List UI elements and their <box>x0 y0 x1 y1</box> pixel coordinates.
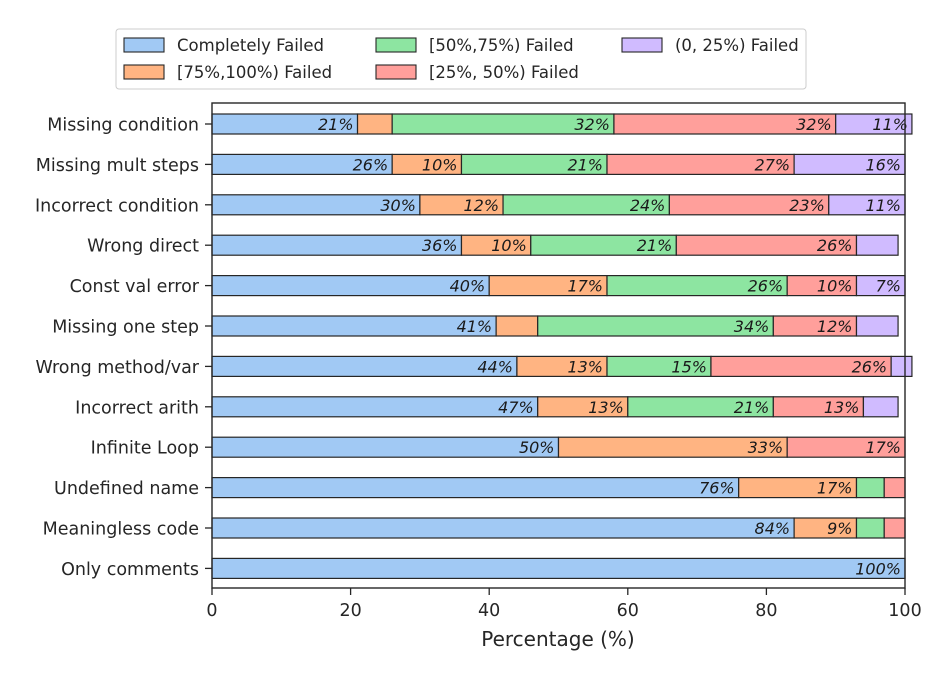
legend-label: [50%,75%) Failed <box>429 36 574 55</box>
data-label: 44% <box>477 357 513 376</box>
bar-segment <box>211 557 906 580</box>
y-tick-label: Incorrect arith <box>75 398 199 418</box>
bar-segment <box>855 315 899 337</box>
data-label: 21% <box>637 236 673 255</box>
data-label: 17% <box>567 277 603 296</box>
data-label: 76% <box>699 479 735 498</box>
data-label: 41% <box>457 317 493 336</box>
bar-segment <box>211 436 560 458</box>
data-label: 40% <box>450 277 486 296</box>
data-label: 30% <box>380 196 416 215</box>
data-label: 7% <box>876 277 901 296</box>
data-label: 15% <box>671 357 707 376</box>
bars-layer <box>211 113 913 580</box>
data-label: 23% <box>789 196 825 215</box>
y-tick-label: Missing mult steps <box>36 156 199 176</box>
data-label: 13% <box>588 398 624 417</box>
x-tick-label: 20 <box>339 601 361 621</box>
bar-segment <box>356 113 393 135</box>
bar-segment <box>883 477 906 499</box>
bar-segment <box>855 517 885 539</box>
legend-swatch <box>123 64 165 80</box>
data-label: 32% <box>574 115 610 134</box>
x-axis: 0 20 40 60 80 100 <box>206 588 922 621</box>
data-label: 32% <box>796 115 832 134</box>
x-tick-label: 100 <box>888 601 921 621</box>
data-label: 9% <box>827 519 852 538</box>
data-label: 21% <box>318 115 354 134</box>
bar-segment <box>855 234 899 256</box>
legend-swatch <box>123 37 165 53</box>
legend: Completely Failed [75%,100%) Failed [50%,7… <box>115 28 807 90</box>
y-axis: Missing condition Missing mult steps Incor… <box>35 116 212 580</box>
y-tick-label: Meaningless code <box>43 520 199 540</box>
x-tick-label: 80 <box>755 601 777 621</box>
legend-label: Completely Failed <box>177 36 324 55</box>
x-tick-label: 0 <box>206 601 217 621</box>
x-axis-label: Percentage (%) <box>481 627 634 651</box>
x-tick-label: 60 <box>617 601 639 621</box>
data-label: 84% <box>755 519 791 538</box>
y-tick-label: Wrong method/var <box>35 358 199 378</box>
y-tick-label: Missing one step <box>52 318 199 338</box>
bar-segment <box>495 315 539 337</box>
segment-labels-layer: 21% 32% 32% 11% 26% 10% 21% 27% 16% 30% 12% 24% 23% 1… <box>318 115 908 578</box>
data-label: 36% <box>422 236 458 255</box>
data-label: 34% <box>734 317 770 336</box>
data-label: 11% <box>872 115 908 134</box>
data-label: 11% <box>865 196 901 215</box>
x-tick-label: 40 <box>478 601 500 621</box>
bar-segment <box>883 517 906 539</box>
data-label: 21% <box>734 398 770 417</box>
bar-segment <box>835 113 913 135</box>
data-label: 10% <box>491 236 527 255</box>
legend-swatch <box>375 64 417 80</box>
bar-segment <box>211 477 740 499</box>
y-tick-label: Const val error <box>70 277 200 297</box>
data-label: 10% <box>817 277 853 296</box>
bar-segment <box>211 396 539 418</box>
data-label: 21% <box>567 155 603 174</box>
legend-swatch <box>621 37 663 53</box>
bar-segment <box>211 315 497 337</box>
bar-segment <box>211 517 795 539</box>
data-label: 50% <box>519 438 555 457</box>
data-label: 47% <box>498 398 534 417</box>
data-label: 12% <box>463 196 499 215</box>
data-label: 17% <box>865 438 901 457</box>
y-tick-label: Wrong direct <box>87 237 199 257</box>
legend-label: (0, 25%) Failed <box>675 36 799 55</box>
plot-frame <box>211 102 906 589</box>
data-label: 10% <box>422 155 458 174</box>
legend-label: [25%, 50%) Failed <box>429 63 579 82</box>
y-tick-label: Undefined name <box>54 479 199 499</box>
y-tick-label: Missing condition <box>47 116 199 136</box>
data-label: 13% <box>567 357 603 376</box>
data-label: 100% <box>855 559 901 578</box>
data-label: 16% <box>865 155 901 174</box>
data-label: 26% <box>817 236 853 255</box>
data-label: 17% <box>817 479 853 498</box>
bar-segment <box>862 396 899 418</box>
y-tick-label: Incorrect condition <box>35 196 199 216</box>
bar-segment <box>855 477 885 499</box>
legend-label: [75%,100%) Failed <box>177 63 332 82</box>
data-label: 12% <box>817 317 853 336</box>
legend-swatch <box>375 37 417 53</box>
bar-segment <box>890 355 913 377</box>
data-label: 24% <box>630 196 666 215</box>
data-label: 13% <box>824 398 860 417</box>
bar-segment <box>211 275 490 297</box>
y-tick-label: Infinite Loop <box>91 439 199 459</box>
y-tick-label: Only comments <box>61 560 199 580</box>
data-label: 27% <box>755 155 791 174</box>
bar-segment <box>211 355 518 377</box>
data-label: 26% <box>748 277 784 296</box>
data-label: 26% <box>852 357 888 376</box>
data-label: 33% <box>748 438 784 457</box>
data-label: 26% <box>353 155 389 174</box>
